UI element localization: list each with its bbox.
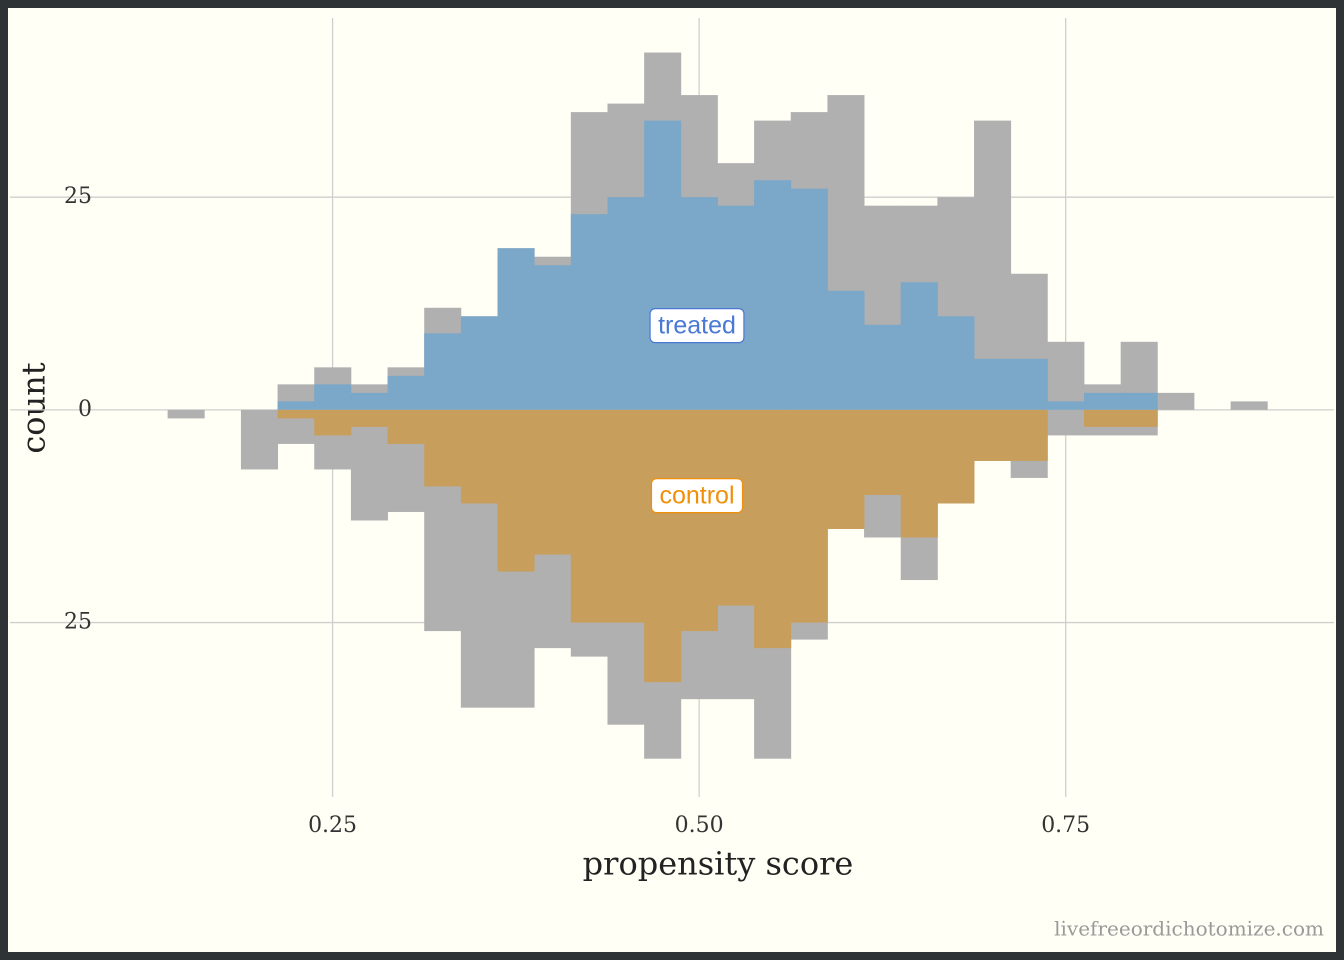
bar (277, 409, 315, 419)
bar (900, 409, 938, 538)
x-axis-title: propensity score (583, 845, 854, 883)
y-tick-label: 25 (64, 184, 92, 209)
bar (644, 409, 682, 683)
total-bar (1230, 401, 1268, 410)
bar (1084, 409, 1122, 427)
bar (314, 409, 352, 436)
bar (900, 282, 938, 410)
bar (607, 409, 645, 623)
bar (570, 214, 608, 410)
bar (790, 409, 828, 623)
bar (937, 409, 975, 504)
x-tick-label: 0.50 (675, 813, 724, 838)
bar (534, 265, 572, 410)
x-tick-label: 0.75 (1041, 813, 1090, 838)
bar (827, 409, 865, 529)
bar (314, 384, 352, 410)
label-box (650, 478, 744, 514)
total-bar (350, 409, 388, 521)
bar (277, 401, 315, 410)
bar (460, 409, 498, 504)
label-box (649, 308, 745, 344)
bar (1084, 392, 1122, 410)
bar (497, 248, 535, 410)
bar (460, 316, 498, 410)
bar (644, 120, 682, 410)
bar (424, 409, 462, 487)
bar (387, 375, 425, 410)
y-tick-label: 25 (64, 610, 92, 635)
bar (1120, 392, 1158, 410)
bar (570, 409, 608, 623)
bar (680, 197, 718, 410)
total-bar (1047, 341, 1085, 410)
y-tick-label: 0 (78, 397, 92, 422)
bar (864, 409, 902, 495)
total-bar (1157, 392, 1195, 410)
y-axis-title: count (15, 362, 53, 453)
bar (974, 358, 1012, 410)
bar (1010, 358, 1048, 410)
x-tick-label: 0.25 (308, 813, 357, 838)
total-bar (167, 409, 205, 419)
bar (864, 324, 902, 410)
bar (534, 409, 572, 555)
watermark: livefreeordichotomize.com (1054, 917, 1324, 941)
bar (827, 290, 865, 410)
total-bar (240, 409, 278, 470)
series-label: treated (658, 312, 736, 340)
bar (424, 333, 462, 410)
bar (1010, 409, 1048, 461)
bar (717, 205, 755, 410)
bar (937, 316, 975, 410)
bar (1047, 401, 1085, 410)
bar (680, 409, 718, 632)
bar (350, 409, 388, 427)
bar (1120, 409, 1158, 427)
bar (790, 188, 828, 410)
series-label: control (659, 482, 734, 510)
bar (350, 392, 388, 410)
total-bar (1047, 409, 1085, 436)
bar (974, 409, 1012, 461)
bar (754, 180, 792, 410)
bar (497, 409, 535, 572)
bar (607, 197, 645, 410)
bar (754, 409, 792, 649)
bar (387, 409, 425, 444)
